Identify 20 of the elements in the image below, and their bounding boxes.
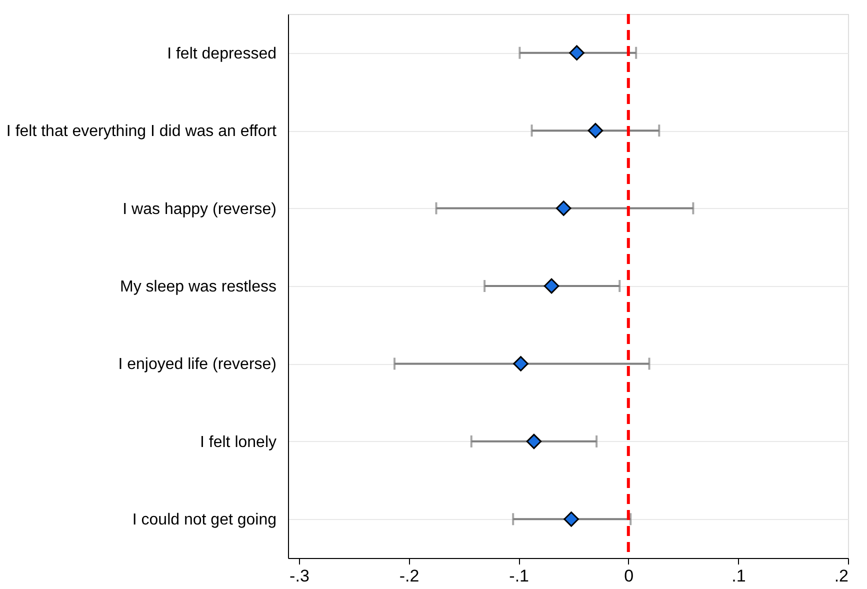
point [564, 512, 579, 527]
x-tick-label: .1 [732, 566, 746, 586]
point [526, 434, 542, 450]
y-tick-label: I felt that everything I did was an effort [6, 123, 278, 140]
x-tick-label: -.3 [290, 566, 310, 586]
y-tick-label: I felt depressed [167, 45, 276, 62]
x-tick-label: -.2 [399, 566, 420, 586]
point [569, 45, 584, 60]
x-tick-label: 0 [624, 566, 634, 586]
x-tick-label: -.1 [509, 566, 530, 586]
point [513, 356, 528, 372]
point [588, 122, 604, 138]
point [544, 278, 560, 294]
y-tick-label: I was happy (reverse) [122, 200, 276, 218]
y-tick-label: I felt lonely [200, 434, 276, 451]
y-tick-label: I could not get going [132, 512, 276, 529]
x-tick-label: .2 [834, 566, 848, 586]
y-tick-label: I enjoyed life (reverse) [118, 356, 276, 374]
point [556, 200, 572, 216]
y-tick-label: My sleep was restless [120, 278, 276, 296]
